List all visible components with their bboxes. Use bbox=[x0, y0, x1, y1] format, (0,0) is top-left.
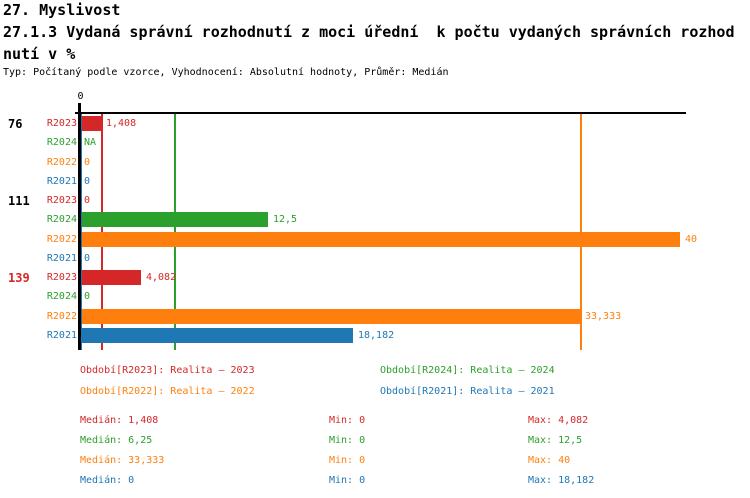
stats-row-r2021: Medián: 0 Min: 0 Max: 18,182 bbox=[0, 475, 750, 488]
bar-r2024 bbox=[82, 212, 268, 227]
legend-item-r2023: Období[R2023]: Realita – 2023 bbox=[80, 365, 255, 376]
bar-value-label: 0 bbox=[84, 176, 91, 187]
series-label-r2023: R2023 bbox=[46, 195, 77, 206]
bar-r2022 bbox=[82, 309, 580, 324]
bar-value-label: 0 bbox=[84, 195, 91, 206]
bar-value-label: 40 bbox=[685, 234, 698, 245]
median-line-r2022 bbox=[580, 112, 582, 350]
stat-min: Min: 0 bbox=[329, 415, 366, 426]
median-line-r2024 bbox=[174, 112, 176, 350]
legend-item-r2021: Období[R2021]: Realita – 2021 bbox=[380, 386, 555, 397]
group-label-111: 111 bbox=[8, 194, 30, 208]
bar-value-label: 1,408 bbox=[106, 118, 137, 129]
stat-max: Max: 40 bbox=[528, 455, 571, 466]
series-label-r2021: R2021 bbox=[46, 330, 77, 341]
stat-min: Min: 0 bbox=[329, 435, 366, 446]
bar-value-label: 0 bbox=[84, 253, 91, 264]
bar-r2021 bbox=[82, 328, 353, 343]
stat-median: Medián: 6,25 bbox=[80, 435, 153, 446]
legend-item-r2024: Období[R2024]: Realita – 2024 bbox=[380, 365, 555, 376]
legend-item-r2022: Období[R2022]: Realita – 2022 bbox=[80, 386, 255, 397]
group-label-76: 76 bbox=[8, 117, 23, 131]
bar-value-label: 33,333 bbox=[585, 311, 622, 322]
bar-value-label: 18,182 bbox=[358, 330, 395, 341]
series-label-r2023: R2023 bbox=[46, 118, 77, 129]
stat-min: Min: 0 bbox=[329, 455, 366, 466]
bar-value-label: 0 bbox=[84, 291, 91, 302]
bar-r2022 bbox=[82, 232, 680, 247]
stat-median: Medián: 1,408 bbox=[80, 415, 159, 426]
stat-median: Medián: 33,333 bbox=[80, 455, 165, 466]
report-subtitle-line1: 27.1.3 Vydaná správní rozhodnutí z moci … bbox=[3, 23, 735, 41]
bar-r2023 bbox=[82, 116, 101, 131]
series-label-r2021: R2021 bbox=[46, 176, 77, 187]
bar-value-label: 0 bbox=[84, 157, 91, 168]
bar-value-label: 12,5 bbox=[273, 214, 298, 225]
x-axis-line bbox=[75, 112, 686, 114]
stat-median: Medián: 0 bbox=[80, 475, 135, 486]
series-label-r2023: R2023 bbox=[46, 272, 77, 283]
report-meta-line: Typ: Počítaný podle vzorce, Vyhodnocení:… bbox=[3, 67, 449, 78]
stat-max: Max: 12,5 bbox=[528, 435, 583, 446]
y-axis-line bbox=[78, 103, 81, 350]
report-title: 27. Myslivost bbox=[3, 1, 121, 19]
stats-row-r2024: Medián: 6,25 Min: 0 Max: 12,5 bbox=[0, 435, 750, 448]
group-label-139: 139 bbox=[8, 271, 30, 285]
bar-value-label: NA bbox=[84, 137, 97, 148]
stats-row-r2023: Medián: 1,408 Min: 0 Max: 4,082 bbox=[0, 415, 750, 428]
report-subtitle-line2: nutí v % bbox=[3, 45, 76, 63]
x-axis-tick-zero: 0 bbox=[77, 91, 84, 102]
stat-min: Min: 0 bbox=[329, 475, 366, 486]
series-label-r2024: R2024 bbox=[46, 291, 77, 302]
series-label-r2021: R2021 bbox=[46, 253, 77, 264]
median-line-r2023 bbox=[101, 112, 103, 350]
stat-max: Max: 4,082 bbox=[528, 415, 589, 426]
series-label-r2022: R2022 bbox=[46, 157, 77, 168]
series-label-r2024: R2024 bbox=[46, 214, 77, 225]
stats-row-r2022: Medián: 33,333 Min: 0 Max: 40 bbox=[0, 455, 750, 468]
series-label-r2024: R2024 bbox=[46, 137, 77, 148]
series-label-r2022: R2022 bbox=[46, 234, 77, 245]
series-label-r2022: R2022 bbox=[46, 311, 77, 322]
bar-r2023 bbox=[82, 270, 141, 285]
bar-value-label: 4,082 bbox=[146, 272, 177, 283]
stat-max: Max: 18,182 bbox=[528, 475, 595, 486]
